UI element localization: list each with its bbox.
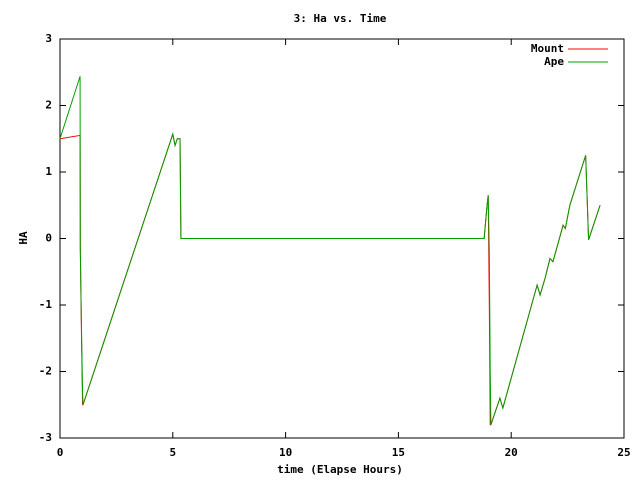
chart-title: 3: Ha vs. Time xyxy=(294,12,387,25)
series-line xyxy=(59,76,601,425)
y-tick-label: -1 xyxy=(39,298,53,311)
series-line xyxy=(59,132,601,426)
x-tick-label: 5 xyxy=(169,446,176,459)
x-tick-label: 10 xyxy=(279,446,292,459)
y-tick-label: 0 xyxy=(45,232,52,245)
x-tick-label: 15 xyxy=(392,446,405,459)
x-tick-label: 20 xyxy=(505,446,518,459)
y-tick-label: 2 xyxy=(45,99,52,112)
y-axis-label: HA xyxy=(17,231,30,245)
y-tick-label: 3 xyxy=(45,32,52,45)
legend-label: Ape xyxy=(544,55,564,68)
x-tick-label: 0 xyxy=(57,446,64,459)
x-tick-label: 25 xyxy=(617,446,630,459)
y-tick-label: 1 xyxy=(45,165,52,178)
x-axis-label: time (Elapse Hours) xyxy=(277,463,403,476)
legend-label: Mount xyxy=(531,42,564,55)
y-tick-label: -3 xyxy=(39,431,52,444)
y-tick-label: -2 xyxy=(39,365,52,378)
